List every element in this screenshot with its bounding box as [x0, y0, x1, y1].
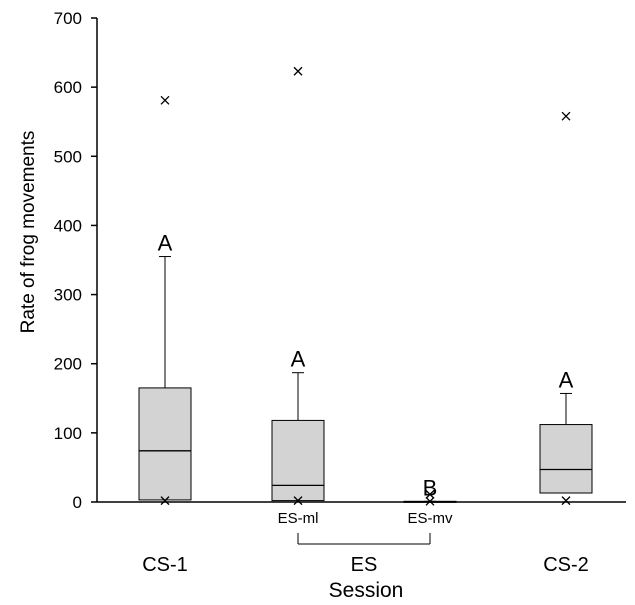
significance-letter: A [158, 231, 173, 256]
outlier-low-0 [293, 496, 303, 506]
outlier-high-0 [293, 66, 303, 76]
significance-letter: A [559, 367, 574, 392]
outlier-low-0 [160, 496, 170, 506]
box-body [138, 387, 192, 501]
x-axis-label: Session [329, 579, 404, 602]
y-axis-label: Rate of frog movements [18, 131, 39, 334]
significance-letter: B [423, 475, 438, 500]
box-es-ml: A [271, 66, 325, 506]
y-tick-label-400: 400 [54, 216, 82, 235]
outlier-low-0 [561, 496, 571, 506]
y-tick-label-700: 700 [54, 9, 82, 28]
boxes: A A B A [138, 66, 593, 506]
outlier-high-0 [160, 95, 170, 105]
category-label-cs-2: CS-2 [543, 554, 589, 576]
outlier-low-0-stroke-b [425, 496, 435, 506]
y-ticks: 0 100 200 300 400 500 600 700 [54, 9, 97, 512]
es-group-bracket: ES [297, 533, 431, 576]
outlier-high-0 [561, 111, 571, 121]
y-tick-label-0: 0 [73, 493, 82, 512]
outlier-low-0 [425, 496, 435, 506]
outlier-low-0-stroke-b [293, 496, 303, 506]
outlier-high-0-stroke-b [293, 66, 303, 76]
y-tick-label-100: 100 [54, 424, 82, 443]
outlier-low-0-stroke-b [160, 496, 170, 506]
y-tick-label-300: 300 [54, 286, 82, 305]
outlier-high-0-stroke-b [160, 95, 170, 105]
outlier-high-0-stroke-b [561, 111, 571, 121]
box-body [271, 419, 325, 502]
box-body [539, 424, 593, 494]
outlier-high-0 [425, 489, 435, 499]
category-labels: CS-1 ES-ml ES-mv CS-2 [142, 510, 589, 576]
category-label-es-ml: ES-ml [278, 510, 319, 527]
axes [96, 18, 626, 503]
bracket-label: ES [351, 554, 378, 576]
outlier-high-0-stroke-b [425, 489, 435, 499]
outlier-low-0-stroke-b [561, 496, 571, 506]
significance-letter: A [291, 347, 306, 372]
box-es-mv: B [403, 475, 457, 506]
y-tick-label-600: 600 [54, 78, 82, 97]
category-label-es-mv: ES-mv [408, 510, 454, 527]
box-cs-1: A [138, 95, 192, 506]
y-tick-label-500: 500 [54, 147, 82, 166]
box-cs-2: A [539, 111, 593, 506]
y-tick-label-200: 200 [54, 355, 82, 374]
category-label-cs-1: CS-1 [142, 554, 188, 576]
